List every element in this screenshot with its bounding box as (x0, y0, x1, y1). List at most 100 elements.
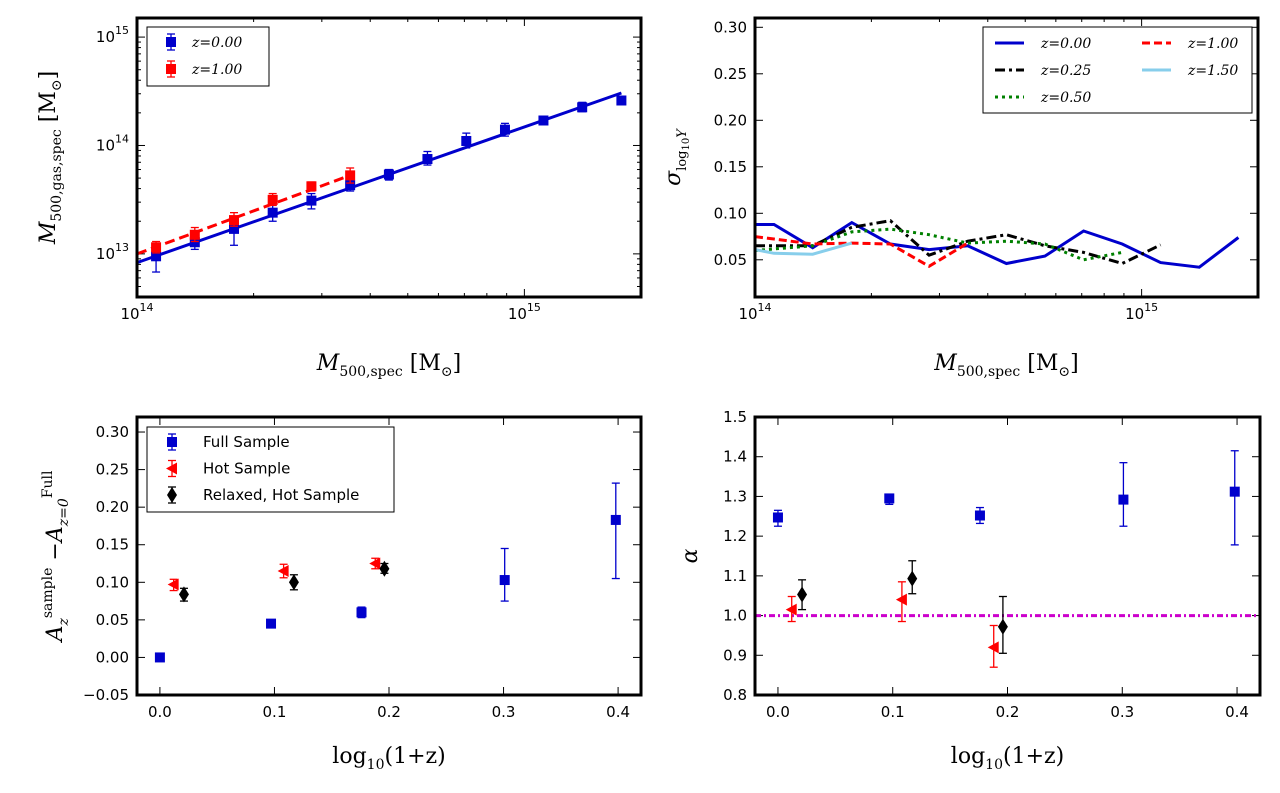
y-tick-label: 0.20 (96, 498, 129, 516)
text-part: 10 (681, 138, 692, 151)
y-tick-label: 0.10 (714, 204, 747, 222)
y-tick-label: 1.5 (723, 408, 747, 426)
text-part: M (316, 351, 340, 376)
data-point (997, 618, 1008, 635)
text-part: Full (40, 470, 56, 498)
text-part: (1+z) (385, 744, 446, 769)
data-point (785, 603, 797, 616)
legend-label: z=1.00 (1187, 36, 1238, 52)
x-tick-label: 1014 (120, 301, 153, 323)
data-point (616, 95, 627, 106)
series-relaxed-hot-sample (178, 560, 390, 603)
data-point (229, 223, 240, 234)
text-part: M (933, 351, 957, 376)
y-tick-label: −0.05 (83, 686, 129, 704)
x-axis-label: M500,spec [M⊙] (933, 351, 1078, 380)
data-point (306, 181, 317, 192)
x-tick-label: 0.2 (377, 703, 401, 721)
data-point (383, 169, 394, 180)
legend-label: Hot Sample (203, 460, 290, 478)
text-part: [M (36, 91, 61, 129)
y-tick-label: 1014 (96, 132, 129, 154)
x-tick-label: 0.3 (1110, 703, 1134, 721)
text-part: ⊙ (441, 364, 453, 380)
text-part: − (43, 542, 68, 567)
text-part: z (56, 618, 72, 627)
data-point (610, 514, 621, 525)
data-point (356, 607, 367, 618)
text-part: sample (40, 568, 56, 619)
y-tick-label: 0.10 (96, 573, 129, 591)
data-point (895, 593, 907, 606)
text-part: A (43, 626, 68, 644)
plot-frame (753, 415, 1262, 697)
x-tick-label: 0.1 (263, 703, 287, 721)
legend-label: z=0.00 (191, 35, 242, 51)
data-point (369, 557, 381, 570)
data-point (151, 251, 162, 262)
plot-frame (135, 415, 643, 697)
x-tick-label: 0.0 (148, 703, 172, 721)
text-part: log (675, 150, 690, 170)
text-part: ] (1070, 351, 1079, 376)
y-axis-label-text: σlog10Y (661, 128, 692, 186)
text-part: 10 (738, 305, 757, 323)
panel-alpha: 0.0 0.1 0.2 0.3 0.4 0.8 0.9 1.0 1.1 1.2 1.3 1.4 1.5 l… (678, 408, 1262, 773)
data-point (345, 180, 356, 191)
data-point (306, 195, 317, 206)
text-part: 500,spec (957, 364, 1021, 380)
data-point (987, 641, 999, 654)
data-point (1229, 486, 1240, 497)
data-point (154, 652, 165, 663)
y-tick-label: 0.00 (96, 648, 129, 666)
text-part: ] (36, 71, 61, 80)
text-part: 10 (96, 136, 115, 154)
legend-box (146, 426, 395, 513)
x-axis-label: log10(1+z) (332, 744, 445, 773)
y-tick-label: 0.8 (723, 686, 747, 704)
legend-box (146, 26, 270, 87)
x-tick-label: 0.2 (996, 703, 1020, 721)
series-full-sample (154, 482, 621, 663)
text-part: [M (1020, 351, 1058, 376)
text-part: 14 (140, 301, 154, 314)
y-tick-label: 0.25 (714, 65, 747, 83)
x-axis-label: M500,spec [M⊙] (316, 351, 461, 380)
y-tick-label: 0.25 (96, 461, 129, 479)
data-point (772, 512, 783, 523)
data-point (345, 170, 356, 181)
text-part: ⊙ (49, 79, 65, 91)
y-tick-label: 0.20 (714, 111, 747, 129)
legend-marker (166, 64, 176, 74)
data-point (189, 229, 200, 240)
y-tick-label: 1.4 (723, 448, 747, 466)
data-point (461, 135, 472, 146)
panel-gas-mass: 1014 1015101310141015z=0.00z=1.00M500,spe… (36, 16, 643, 380)
text-part: 15 (527, 301, 541, 314)
x-tick-label: 0.1 (881, 703, 905, 721)
fit-line (136, 91, 622, 265)
legend-label: z=0.25 (1040, 63, 1091, 79)
panel-amplitude: 0.0 0.1 0.2 0.3 0.4 −0.05 0.00 0.05 0.10 0.15 0.20… (40, 415, 643, 773)
data-point (267, 194, 278, 205)
data-point (577, 102, 588, 113)
y-axis-label-text: Azsample −Az=0Full (40, 470, 72, 643)
text-part: σ (661, 170, 686, 186)
data-point (178, 586, 189, 603)
series-hot-sample (167, 557, 381, 592)
y-tick-label: 1013 (96, 241, 129, 263)
data-point (189, 237, 200, 248)
legend-box (982, 26, 1253, 114)
data-point (151, 242, 162, 253)
data-point (266, 618, 277, 629)
y-axis-label-text: M500,gas,spec [M⊙] (36, 71, 65, 245)
y-tick-label: 1.2 (723, 527, 747, 545)
text-part: 500,spec (339, 364, 403, 380)
legend-marker (166, 462, 177, 475)
plot-frame (135, 16, 643, 299)
data-point (974, 510, 985, 521)
series-full-sample (772, 450, 1240, 546)
x-tick-label: 0.3 (492, 703, 516, 721)
